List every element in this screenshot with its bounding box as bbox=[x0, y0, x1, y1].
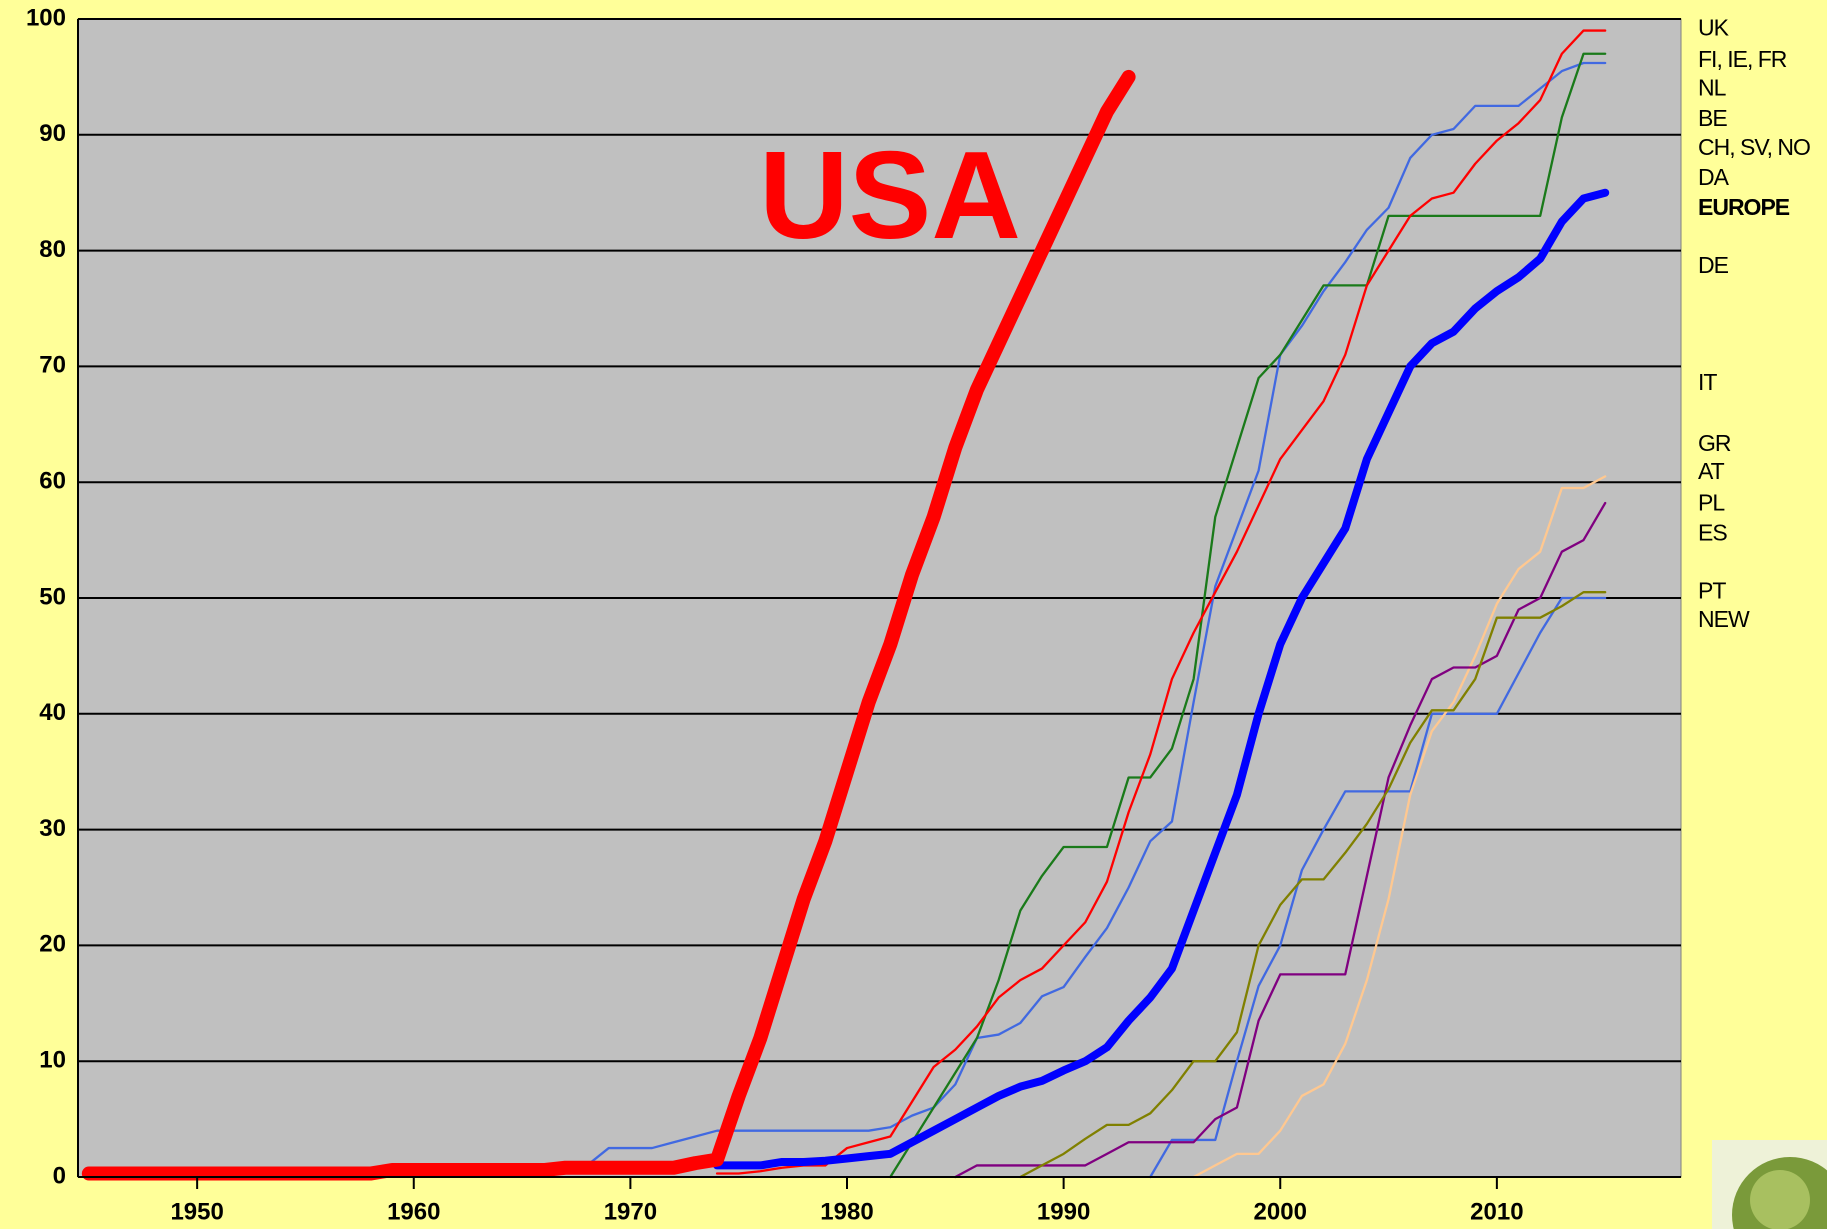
line-label: DE bbox=[1698, 252, 1729, 278]
y-tick-label: 50 bbox=[39, 583, 66, 610]
thumbnail-plant-light bbox=[1750, 1170, 1810, 1229]
series-line bbox=[81, 69, 1136, 1181]
line-label: PL bbox=[1698, 489, 1725, 515]
y-tick-label: 0 bbox=[53, 1162, 66, 1189]
line-label: NL bbox=[1698, 75, 1727, 101]
line-label: ES bbox=[1698, 519, 1727, 545]
series-line bbox=[954, 501, 1607, 1179]
line-label: NEW bbox=[1698, 606, 1750, 632]
x-tick-label: 2010 bbox=[1470, 1198, 1523, 1225]
line-label: PT bbox=[1698, 577, 1726, 603]
x-tick-label: 1970 bbox=[604, 1198, 657, 1225]
x-tick-label: 1980 bbox=[820, 1198, 873, 1225]
series-line bbox=[1019, 591, 1607, 1179]
series-line bbox=[713, 188, 1610, 1170]
y-tick-label: 30 bbox=[39, 815, 66, 842]
line-label: AT bbox=[1698, 458, 1725, 484]
x-tick-label: 2000 bbox=[1254, 1198, 1307, 1225]
line-label: UK bbox=[1698, 15, 1730, 41]
y-tick-label: 10 bbox=[39, 1047, 66, 1074]
y-tick-label: 60 bbox=[39, 468, 66, 495]
line-label: DA bbox=[1698, 164, 1730, 190]
y-tick-label: 100 bbox=[26, 4, 66, 31]
series-line bbox=[1149, 596, 1607, 1179]
series-line bbox=[1192, 475, 1607, 1179]
line-label: GR bbox=[1698, 430, 1731, 456]
thumbnail bbox=[1712, 1140, 1827, 1229]
line-label: BE bbox=[1698, 105, 1727, 131]
y-tick-label: 40 bbox=[39, 699, 66, 726]
x-tick-label: 1950 bbox=[170, 1198, 223, 1225]
series-line bbox=[564, 61, 1607, 1173]
y-tick-label: 90 bbox=[39, 120, 66, 147]
series-line bbox=[889, 52, 1607, 1179]
y-tick-label: 20 bbox=[39, 931, 66, 958]
x-tick-label: 1990 bbox=[1037, 1198, 1090, 1225]
y-tick-label: 80 bbox=[39, 236, 66, 263]
line-label: EUROPE bbox=[1698, 194, 1790, 220]
lines bbox=[81, 29, 1610, 1181]
annotation: USA bbox=[759, 127, 1021, 265]
line-label: FI, IE, FR bbox=[1698, 46, 1787, 72]
y-tick-label: 70 bbox=[39, 352, 66, 379]
series-line bbox=[715, 29, 1607, 1175]
line-label: IT bbox=[1698, 369, 1717, 395]
line-label: CH, SV, NO bbox=[1698, 134, 1810, 160]
x-tick-label: 1960 bbox=[387, 1198, 440, 1225]
